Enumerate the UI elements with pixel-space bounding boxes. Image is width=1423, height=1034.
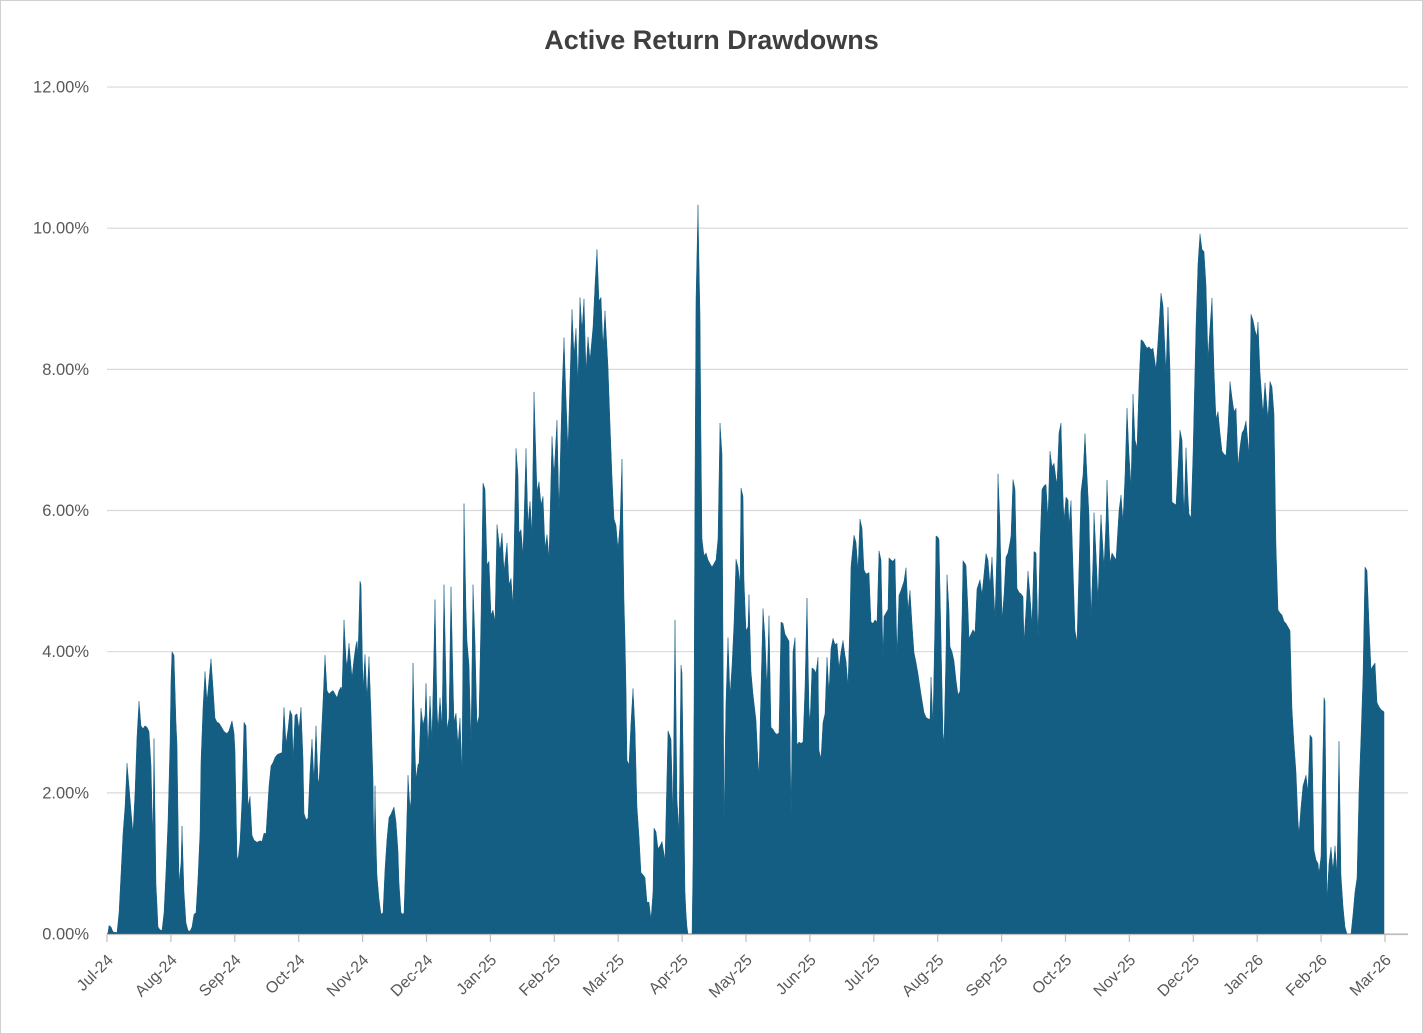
x-axis-tick-label: Aug-25 [899,952,948,1001]
x-axis-tick-label: Mar-25 [580,952,628,1000]
y-axis-tick-label: 4.00% [42,643,89,661]
x-axis-tick-label: Dec-24 [388,952,437,1001]
x-axis-tick-label: May-25 [706,952,756,1002]
y-axis-tick-label: 0.00% [42,926,89,944]
chart-title: Active Return Drawdowns [544,25,879,55]
x-axis-tick-label: Aug-24 [132,952,181,1001]
x-axis-tick-label: Jul-25 [841,952,884,995]
x-axis-tick-label: Sep-24 [196,952,245,1001]
drawdown-area-series [106,204,1385,935]
y-axis-tick-label: 8.00% [42,361,89,379]
x-axis-tick-label: Jan-26 [1220,952,1267,999]
x-axis-tick-label: Nov-24 [324,952,373,1001]
x-axis-tick-label: Dec-25 [1155,952,1204,1001]
x-axis-tick-label: Jul-24 [74,952,117,995]
x-axis-tick-label: Jan-25 [454,952,501,999]
x-axis-tick-label: Mar-26 [1347,952,1395,1000]
y-axis-tick-label: 6.00% [42,502,89,520]
x-axis-tick-label: Sep-25 [963,952,1012,1001]
y-axis-tick-label: 12.00% [33,79,89,97]
x-axis-tick-label: Oct-24 [263,952,309,998]
y-axis-tick-label: 2.00% [42,784,89,802]
x-axis-tick-label: Nov-25 [1091,952,1140,1001]
x-axis-tick-label: Oct-25 [1029,952,1075,998]
x-axis-tick-label: Feb-26 [1283,952,1331,1000]
x-axis-tick-label: Apr-25 [646,952,692,998]
y-axis-tick-label: 10.00% [33,220,89,238]
x-axis-tick-label: Jun-25 [773,952,820,999]
x-axis-tick-label: Feb-25 [516,952,564,1000]
